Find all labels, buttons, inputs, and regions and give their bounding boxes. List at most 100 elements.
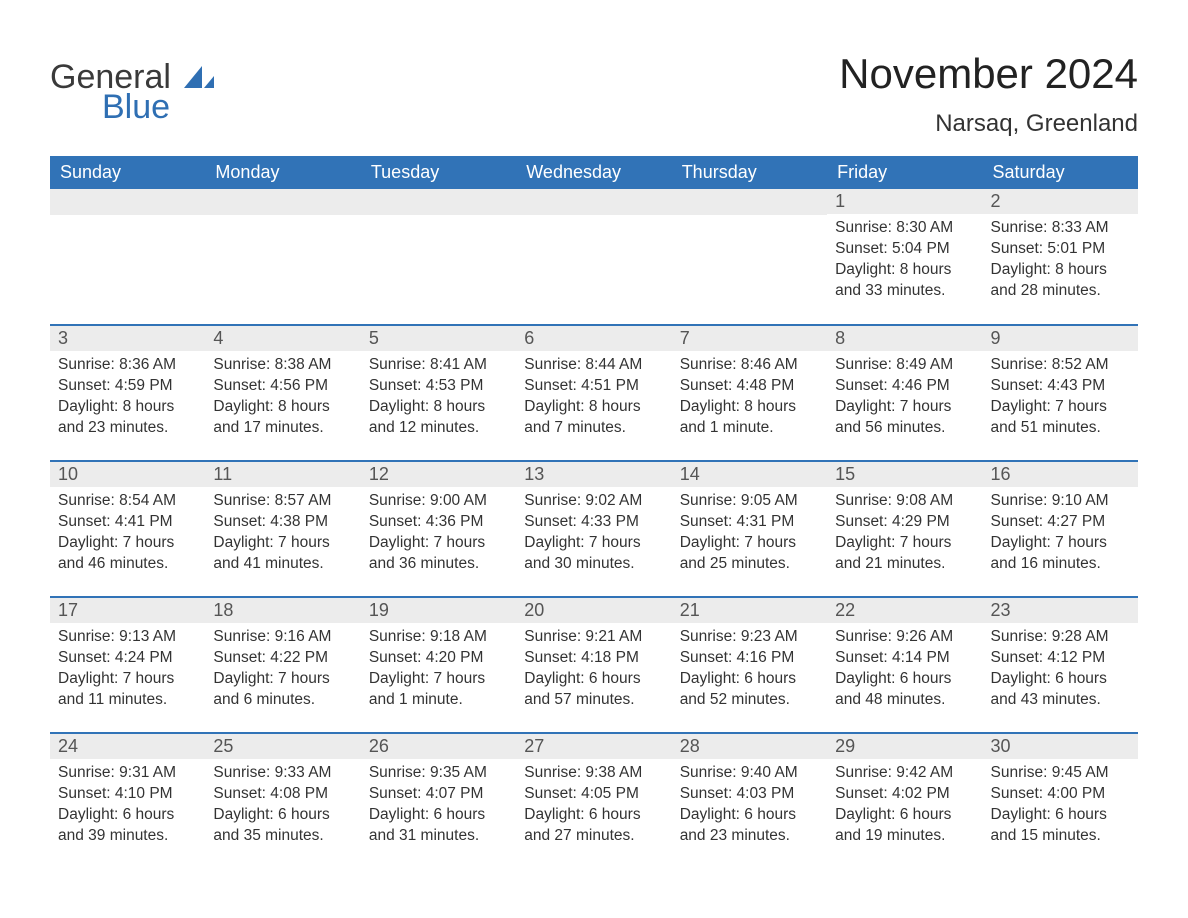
sunset-text: Sunset: 4:38 PM: [213, 512, 352, 533]
calendar-day-cell: 22Sunrise: 9:26 AMSunset: 4:14 PMDayligh…: [827, 597, 982, 733]
daylight-text-1: Daylight: 7 hours: [369, 533, 508, 554]
day-number: 1: [827, 189, 982, 214]
day-details: Sunrise: 9:13 AMSunset: 4:24 PMDaylight:…: [50, 623, 205, 717]
sunset-text: Sunset: 4:22 PM: [213, 648, 352, 669]
daylight-text-2: and 41 minutes.: [213, 554, 352, 575]
sunrise-text: Sunrise: 9:31 AM: [58, 763, 197, 784]
sunrise-text: Sunrise: 9:33 AM: [213, 763, 352, 784]
sunrise-text: Sunrise: 9:42 AM: [835, 763, 974, 784]
daylight-text-2: and 35 minutes.: [213, 826, 352, 847]
daylight-text-1: Daylight: 7 hours: [835, 533, 974, 554]
day-details: Sunrise: 8:36 AMSunset: 4:59 PMDaylight:…: [50, 351, 205, 445]
empty-day-bar: [205, 189, 360, 215]
daylight-text-2: and 17 minutes.: [213, 418, 352, 439]
sunrise-text: Sunrise: 8:41 AM: [369, 355, 508, 376]
calendar-day-cell: 8Sunrise: 8:49 AMSunset: 4:46 PMDaylight…: [827, 325, 982, 461]
day-number: 3: [50, 326, 205, 351]
daylight-text-2: and 31 minutes.: [369, 826, 508, 847]
calendar-day-cell: 30Sunrise: 9:45 AMSunset: 4:00 PMDayligh…: [983, 733, 1138, 853]
day-details: Sunrise: 8:49 AMSunset: 4:46 PMDaylight:…: [827, 351, 982, 445]
daylight-text-1: Daylight: 6 hours: [991, 669, 1130, 690]
sunrise-text: Sunrise: 8:36 AM: [58, 355, 197, 376]
sunset-text: Sunset: 4:48 PM: [680, 376, 819, 397]
sunset-text: Sunset: 4:56 PM: [213, 376, 352, 397]
daylight-text-2: and 1 minute.: [680, 418, 819, 439]
sunset-text: Sunset: 4:05 PM: [524, 784, 663, 805]
sunrise-text: Sunrise: 8:52 AM: [991, 355, 1130, 376]
daylight-text-2: and 25 minutes.: [680, 554, 819, 575]
calendar-day-cell: 12Sunrise: 9:00 AMSunset: 4:36 PMDayligh…: [361, 461, 516, 597]
sunset-text: Sunset: 4:51 PM: [524, 376, 663, 397]
empty-day-bar: [516, 189, 671, 215]
calendar-week-row: 3Sunrise: 8:36 AMSunset: 4:59 PMDaylight…: [50, 325, 1138, 461]
day-details: Sunrise: 9:21 AMSunset: 4:18 PMDaylight:…: [516, 623, 671, 717]
day-details: Sunrise: 8:44 AMSunset: 4:51 PMDaylight:…: [516, 351, 671, 445]
day-number: 13: [516, 462, 671, 487]
sunset-text: Sunset: 4:29 PM: [835, 512, 974, 533]
sunset-text: Sunset: 4:18 PM: [524, 648, 663, 669]
calendar-day-cell: 3Sunrise: 8:36 AMSunset: 4:59 PMDaylight…: [50, 325, 205, 461]
brand-logo: General Blue: [50, 50, 214, 124]
daylight-text-1: Daylight: 7 hours: [58, 533, 197, 554]
daylight-text-1: Daylight: 6 hours: [835, 669, 974, 690]
sunset-text: Sunset: 4:43 PM: [991, 376, 1130, 397]
calendar-day-cell: 29Sunrise: 9:42 AMSunset: 4:02 PMDayligh…: [827, 733, 982, 853]
weekday-header: Wednesday: [516, 156, 671, 189]
daylight-text-2: and 39 minutes.: [58, 826, 197, 847]
daylight-text-1: Daylight: 6 hours: [58, 805, 197, 826]
daylight-text-2: and 19 minutes.: [835, 826, 974, 847]
location-label: Narsaq, Greenland: [839, 110, 1138, 138]
empty-day-bar: [361, 189, 516, 215]
sunset-text: Sunset: 5:01 PM: [991, 239, 1130, 260]
daylight-text-2: and 30 minutes.: [524, 554, 663, 575]
daylight-text-1: Daylight: 7 hours: [213, 669, 352, 690]
daylight-text-2: and 33 minutes.: [835, 281, 974, 302]
day-details: Sunrise: 8:33 AMSunset: 5:01 PMDaylight:…: [983, 214, 1138, 308]
sunset-text: Sunset: 4:12 PM: [991, 648, 1130, 669]
calendar-day-cell: 20Sunrise: 9:21 AMSunset: 4:18 PMDayligh…: [516, 597, 671, 733]
day-number: 27: [516, 734, 671, 759]
sunrise-text: Sunrise: 9:28 AM: [991, 627, 1130, 648]
calendar-day-cell: 6Sunrise: 8:44 AMSunset: 4:51 PMDaylight…: [516, 325, 671, 461]
sunrise-text: Sunrise: 9:35 AM: [369, 763, 508, 784]
calendar-day-cell: 28Sunrise: 9:40 AMSunset: 4:03 PMDayligh…: [672, 733, 827, 853]
empty-day-bar: [50, 189, 205, 215]
weekday-header: Sunday: [50, 156, 205, 189]
daylight-text-1: Daylight: 8 hours: [369, 397, 508, 418]
daylight-text-2: and 15 minutes.: [991, 826, 1130, 847]
calendar-table: Sunday Monday Tuesday Wednesday Thursday…: [50, 156, 1138, 853]
sunset-text: Sunset: 4:08 PM: [213, 784, 352, 805]
daylight-text-2: and 23 minutes.: [680, 826, 819, 847]
day-number: 11: [205, 462, 360, 487]
calendar-week-row: 10Sunrise: 8:54 AMSunset: 4:41 PMDayligh…: [50, 461, 1138, 597]
day-details: Sunrise: 8:46 AMSunset: 4:48 PMDaylight:…: [672, 351, 827, 445]
day-number: 12: [361, 462, 516, 487]
calendar-day-cell: 27Sunrise: 9:38 AMSunset: 4:05 PMDayligh…: [516, 733, 671, 853]
day-details: Sunrise: 9:40 AMSunset: 4:03 PMDaylight:…: [672, 759, 827, 853]
day-number: 30: [983, 734, 1138, 759]
day-number: 23: [983, 598, 1138, 623]
day-details: Sunrise: 8:54 AMSunset: 4:41 PMDaylight:…: [50, 487, 205, 581]
day-details: Sunrise: 9:00 AMSunset: 4:36 PMDaylight:…: [361, 487, 516, 581]
calendar-week-row: 24 Sunrise: 9:31 AMSunset: 4:10 PMDayligh…: [50, 733, 1138, 853]
calendar-day-cell: 7Sunrise: 8:46 AMSunset: 4:48 PMDaylight…: [672, 325, 827, 461]
weekday-header: Tuesday: [361, 156, 516, 189]
day-number: 24: [50, 734, 205, 759]
month-title: November 2024: [839, 50, 1138, 98]
sunset-text: Sunset: 4:53 PM: [369, 376, 508, 397]
weekday-header: Monday: [205, 156, 360, 189]
calendar-day-cell: 18Sunrise: 9:16 AMSunset: 4:22 PMDayligh…: [205, 597, 360, 733]
day-number: 8: [827, 326, 982, 351]
sunset-text: Sunset: 4:10 PM: [58, 784, 197, 805]
sunset-text: Sunset: 4:02 PM: [835, 784, 974, 805]
day-number: 16: [983, 462, 1138, 487]
day-number: 10: [50, 462, 205, 487]
daylight-text-2: and 1 minute.: [369, 690, 508, 711]
day-details: Sunrise: 8:30 AMSunset: 5:04 PMDaylight:…: [827, 214, 982, 308]
sunset-text: Sunset: 4:03 PM: [680, 784, 819, 805]
sunset-text: Sunset: 4:20 PM: [369, 648, 508, 669]
daylight-text-2: and 6 minutes.: [213, 690, 352, 711]
sunrise-text: Sunrise: 9:10 AM: [991, 491, 1130, 512]
sunset-text: Sunset: 4:14 PM: [835, 648, 974, 669]
sunset-text: Sunset: 4:41 PM: [58, 512, 197, 533]
